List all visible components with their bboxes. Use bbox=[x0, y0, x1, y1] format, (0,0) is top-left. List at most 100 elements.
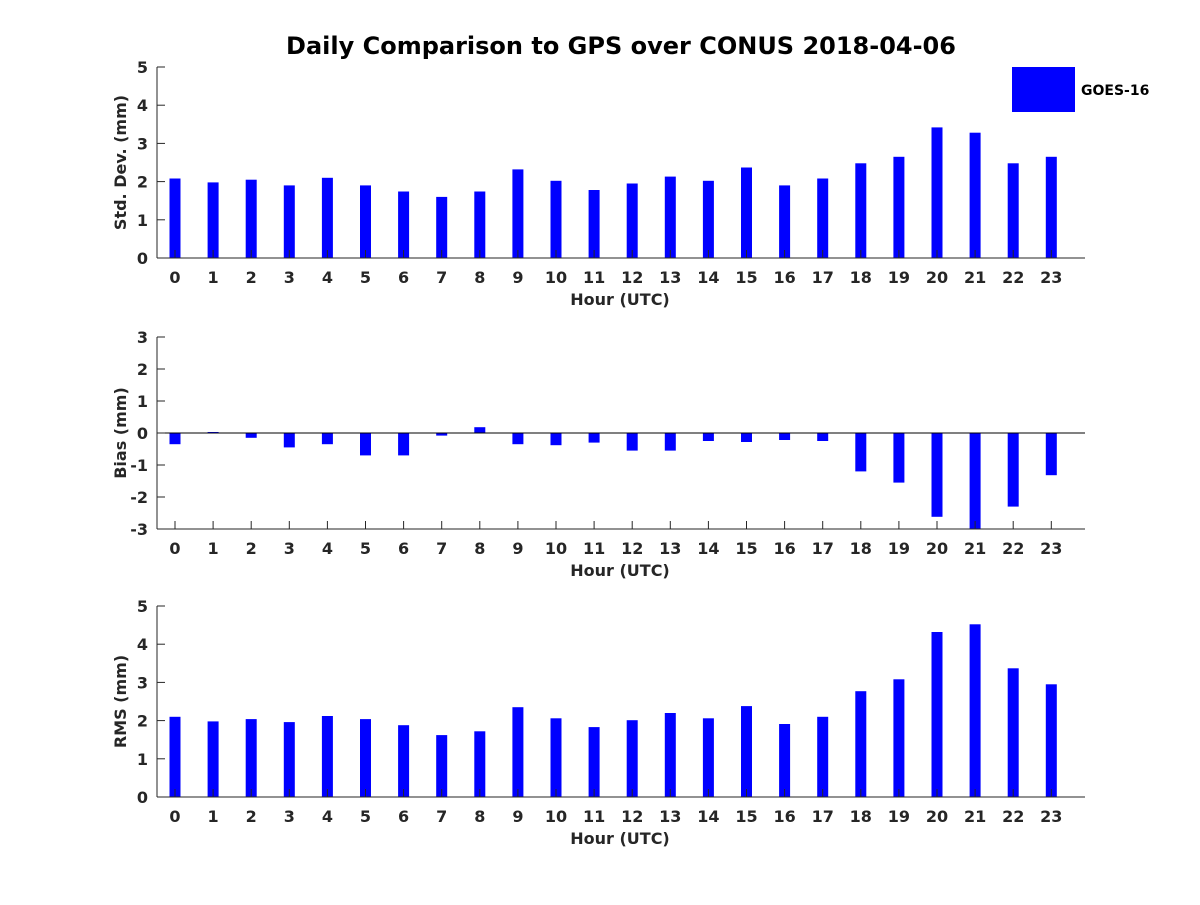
bar-std-dev-hour-1 bbox=[207, 182, 219, 258]
bar-bias-hour-18 bbox=[855, 433, 867, 472]
bar-bias-hour-12 bbox=[626, 433, 638, 451]
x-tick-label-std-dev-20: 20 bbox=[926, 268, 948, 287]
bar-bias-hour-17 bbox=[817, 433, 829, 441]
y-tick-label-rms-1: 1 bbox=[137, 750, 148, 769]
y-tick-label-bias-1: 1 bbox=[137, 392, 148, 411]
x-tick-label-rms-15: 15 bbox=[735, 807, 757, 826]
bar-rms-hour-13 bbox=[664, 713, 676, 797]
bar-rms-hour-20 bbox=[931, 632, 943, 797]
bar-rms-hour-15 bbox=[741, 706, 752, 797]
x-tick-label-bias-5: 5 bbox=[360, 539, 371, 558]
y-axis-label-bias: Bias (mm) bbox=[111, 387, 130, 479]
x-tick-label-bias-19: 19 bbox=[888, 539, 910, 558]
x-tick-label-std-dev-14: 14 bbox=[697, 268, 719, 287]
bar-bias-hour-4 bbox=[321, 433, 333, 445]
x-axis-label-std-dev: Hour (UTC) bbox=[570, 290, 670, 309]
x-tick-label-bias-18: 18 bbox=[850, 539, 872, 558]
bar-rms-hour-3 bbox=[283, 722, 295, 797]
x-tick-label-rms-23: 23 bbox=[1040, 807, 1062, 826]
x-tick-label-std-dev-21: 21 bbox=[964, 268, 986, 287]
bar-std-dev-hour-11 bbox=[588, 190, 600, 258]
y-tick-label-std-dev-0: 0 bbox=[137, 249, 148, 268]
x-tick-label-std-dev-23: 23 bbox=[1040, 268, 1062, 287]
x-tick-label-bias-14: 14 bbox=[697, 539, 719, 558]
x-tick-label-rms-9: 9 bbox=[512, 807, 523, 826]
x-tick-label-rms-13: 13 bbox=[659, 807, 681, 826]
bar-rms-hour-16 bbox=[779, 724, 791, 797]
x-axis-label-rms: Hour (UTC) bbox=[570, 829, 670, 848]
bar-rms-hour-4 bbox=[321, 716, 333, 797]
bar-rms-hour-23 bbox=[1045, 684, 1057, 797]
x-tick-label-rms-10: 10 bbox=[545, 807, 567, 826]
x-tick-label-rms-22: 22 bbox=[1002, 807, 1024, 826]
x-tick-label-bias-1: 1 bbox=[208, 539, 219, 558]
bar-std-dev-hour-18 bbox=[855, 163, 867, 258]
x-tick-label-rms-4: 4 bbox=[322, 807, 333, 826]
legend: GOES-16 bbox=[1012, 67, 1149, 112]
y-tick-label-std-dev-3: 3 bbox=[137, 134, 148, 153]
bar-bias-hour-21 bbox=[969, 433, 981, 529]
bar-rms-hour-22 bbox=[1007, 668, 1019, 797]
y-tick-label-std-dev-1: 1 bbox=[137, 211, 148, 230]
bar-rms-hour-12 bbox=[626, 720, 638, 797]
x-tick-label-bias-23: 23 bbox=[1040, 539, 1062, 558]
y-tick-label-bias-0: 0 bbox=[137, 424, 148, 443]
bar-bias-hour-14 bbox=[702, 433, 714, 441]
x-tick-label-bias-6: 6 bbox=[398, 539, 409, 558]
x-tick-label-rms-11: 11 bbox=[583, 807, 605, 826]
x-tick-label-bias-11: 11 bbox=[583, 539, 605, 558]
x-tick-label-rms-18: 18 bbox=[850, 807, 872, 826]
x-tick-label-rms-5: 5 bbox=[360, 807, 371, 826]
bar-bias-hour-2 bbox=[245, 433, 257, 438]
x-tick-label-std-dev-8: 8 bbox=[474, 268, 485, 287]
bar-bias-hour-6 bbox=[398, 433, 410, 456]
bar-bias-hour-7 bbox=[436, 433, 448, 436]
x-tick-label-bias-22: 22 bbox=[1002, 539, 1024, 558]
x-tick-label-rms-14: 14 bbox=[697, 807, 719, 826]
bar-std-dev-hour-6 bbox=[398, 191, 410, 258]
x-tick-label-bias-7: 7 bbox=[436, 539, 447, 558]
bar-std-dev-hour-19 bbox=[893, 156, 905, 258]
bar-std-dev-hour-17 bbox=[817, 178, 829, 258]
bar-rms-hour-10 bbox=[550, 718, 562, 797]
x-tick-label-bias-9: 9 bbox=[512, 539, 523, 558]
x-tick-label-rms-17: 17 bbox=[812, 807, 834, 826]
x-tick-label-rms-8: 8 bbox=[474, 807, 485, 826]
x-tick-label-rms-16: 16 bbox=[773, 807, 795, 826]
bar-std-dev-hour-2 bbox=[245, 179, 257, 258]
x-tick-label-bias-3: 3 bbox=[284, 539, 295, 558]
y-axis-label-std-dev: Std. Dev. (mm) bbox=[111, 95, 130, 230]
bar-bias-hour-16 bbox=[779, 433, 791, 440]
x-tick-label-rms-3: 3 bbox=[284, 807, 295, 826]
y-tick-label-rms-2: 2 bbox=[137, 712, 148, 731]
x-tick-label-rms-19: 19 bbox=[888, 807, 910, 826]
bar-std-dev-hour-8 bbox=[474, 191, 486, 258]
x-tick-label-std-dev-2: 2 bbox=[246, 268, 257, 287]
bar-std-dev-hour-16 bbox=[779, 185, 791, 258]
bar-rms-hour-19 bbox=[893, 679, 905, 797]
y-tick-label-bias-3: 3 bbox=[137, 328, 148, 347]
bar-std-dev-hour-7 bbox=[436, 196, 448, 258]
x-tick-label-std-dev-0: 0 bbox=[169, 268, 180, 287]
bar-bias-hour-22 bbox=[1007, 433, 1019, 507]
x-tick-label-bias-10: 10 bbox=[545, 539, 567, 558]
bar-std-dev-hour-20 bbox=[931, 127, 943, 259]
x-tick-label-std-dev-4: 4 bbox=[322, 268, 333, 287]
bar-std-dev-hour-0 bbox=[169, 178, 181, 258]
bar-bias-hour-11 bbox=[588, 433, 600, 443]
x-tick-label-rms-12: 12 bbox=[621, 807, 643, 826]
bar-bias-hour-5 bbox=[360, 433, 371, 456]
y-axis-label-rms: RMS (mm) bbox=[111, 655, 130, 748]
bar-bias-hour-23 bbox=[1045, 433, 1057, 476]
x-tick-label-std-dev-5: 5 bbox=[360, 268, 371, 287]
bar-rms-hour-6 bbox=[398, 725, 410, 797]
bar-std-dev-hour-15 bbox=[741, 167, 752, 258]
x-tick-label-std-dev-3: 3 bbox=[284, 268, 295, 287]
bar-rms-hour-7 bbox=[436, 735, 448, 797]
x-tick-label-bias-2: 2 bbox=[246, 539, 257, 558]
bar-rms-hour-11 bbox=[588, 727, 600, 797]
bar-std-dev-hour-5 bbox=[360, 185, 371, 258]
bar-rms-hour-0 bbox=[169, 716, 181, 797]
